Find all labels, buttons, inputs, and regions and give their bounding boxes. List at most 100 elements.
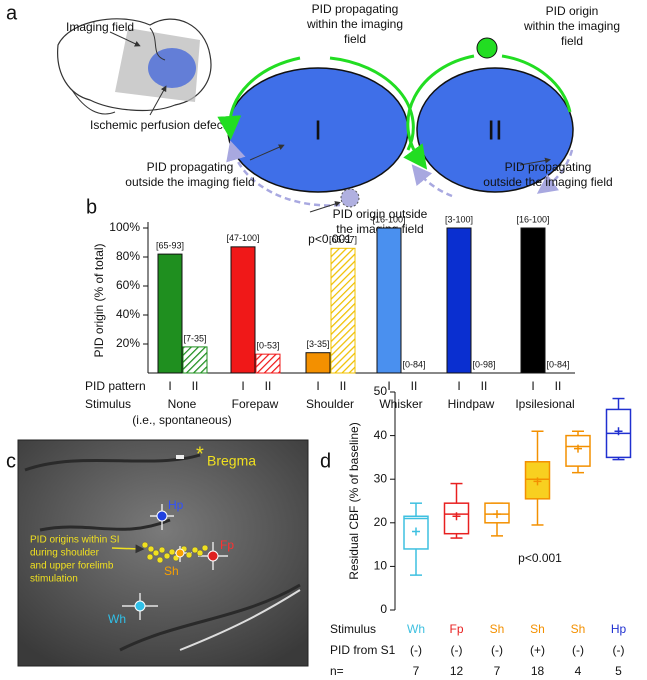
bar <box>157 253 183 374</box>
bar <box>255 353 281 374</box>
panel-label: b <box>86 196 97 218</box>
stimulus-label: Hp <box>611 622 627 636</box>
mean <box>452 512 461 521</box>
pattern-label: II <box>481 379 488 393</box>
bar <box>182 346 208 374</box>
stimulus-label: Wh <box>407 622 425 636</box>
y-tick-label: 30 <box>374 471 388 485</box>
stimulus-label: Forepaw <box>232 397 279 411</box>
panel-label: c <box>6 450 16 472</box>
origin-dots <box>141 541 209 564</box>
dashed-arrow <box>226 140 341 207</box>
y-tick-label: 0 <box>380 602 387 616</box>
ci-label: [0-84] <box>402 359 425 369</box>
stimulus-label: Sh <box>571 622 586 636</box>
n-label: 4 <box>575 664 582 678</box>
label-line: PID propagating <box>147 160 234 174</box>
label-line: field <box>561 34 583 48</box>
pattern-label: I <box>457 379 460 393</box>
n-label: 18 <box>531 664 545 678</box>
label-line: PID propagating <box>505 160 592 174</box>
ci-label: [65-97] <box>329 235 357 245</box>
pointer <box>109 31 141 47</box>
row-label: Stimulus <box>330 622 376 636</box>
row-label: PID pattern <box>85 379 146 393</box>
pointer <box>111 544 145 554</box>
panel-a: a Imaging field Ischemic perfusion defec… <box>6 2 574 213</box>
vessel <box>179 589 301 651</box>
mean <box>533 477 542 486</box>
n-label: 5 <box>615 664 622 678</box>
pattern-label: II <box>555 379 562 393</box>
pid-label: (-) <box>613 643 625 657</box>
stimulus-label: Fp <box>449 622 463 636</box>
stimulus-label: Ipsilesional <box>515 397 574 411</box>
point-label: Sh <box>164 564 179 578</box>
y-axis-label: PID origin (% of total) <box>92 243 106 357</box>
label-line: outside the imaging field <box>483 175 612 189</box>
label-line: field <box>344 32 366 46</box>
pid-label: (-) <box>572 643 584 657</box>
origin-outside <box>340 188 360 208</box>
asterisk: * <box>196 443 204 465</box>
y-axis-label: Residual CBF (% of baseline) <box>347 422 361 579</box>
pointer <box>519 157 551 166</box>
ci-label: [16-100] <box>372 214 405 224</box>
stimulus-label: Shoulder <box>306 397 354 411</box>
label-line: within the imaging <box>306 17 403 31</box>
stimulus-label: None <box>168 397 197 411</box>
pattern-label: I <box>531 379 534 393</box>
brain-detail <box>71 27 166 115</box>
point-label: Hp <box>168 498 184 512</box>
bar <box>330 247 356 374</box>
mean <box>574 444 582 453</box>
ci-label: [7-35] <box>183 333 206 343</box>
label-line: during shoulder <box>30 548 100 559</box>
bar <box>376 227 402 374</box>
n-label: 7 <box>494 664 501 678</box>
label: Imaging field <box>66 20 134 34</box>
ci-label: [0-53] <box>256 341 279 351</box>
bar <box>446 227 472 374</box>
green-arrow <box>403 54 475 170</box>
sh-mean <box>175 548 185 558</box>
bar <box>305 352 331 374</box>
y-tick-label: 50 <box>374 384 388 398</box>
pattern-label: II <box>192 379 199 393</box>
bar <box>520 227 546 374</box>
fp-mean <box>207 550 219 562</box>
ci-label: [0-84] <box>546 359 569 369</box>
label-line: outside the imaging field <box>125 175 254 189</box>
stimulus-label: Whisker <box>379 397 422 411</box>
pattern-label: I <box>316 379 319 393</box>
label-line: PID propagating <box>312 2 399 16</box>
pid-label: (-) <box>410 643 422 657</box>
mean <box>412 527 420 536</box>
pattern-label: I <box>168 379 171 393</box>
bar <box>230 246 256 374</box>
y-tick-label: 20% <box>116 336 140 350</box>
panel-label: a <box>6 2 18 24</box>
pointer <box>249 144 285 161</box>
pattern-label: II <box>411 379 418 393</box>
green-arrow <box>501 54 572 113</box>
pointer <box>149 85 167 116</box>
bregma: Bregma <box>207 453 256 469</box>
stimulus-label: Hindpaw <box>448 397 495 411</box>
y-tick-label: 40 <box>374 428 388 442</box>
n-label: 12 <box>450 664 464 678</box>
label-line: and upper forelimb <box>30 561 114 572</box>
pattern-label: I <box>387 379 390 393</box>
panel-c: c * Bregma Hp Fp Sh Wh <box>6 439 309 667</box>
y-tick-label: 40% <box>116 307 140 321</box>
label-line: within the imaging <box>523 19 620 33</box>
pid-label: (-) <box>491 643 503 657</box>
green-arrow <box>230 56 415 151</box>
y-tick-label: 10 <box>374 559 388 573</box>
stimulus-label: Sh <box>530 622 545 636</box>
wh-mean <box>134 600 146 612</box>
panel-label: d <box>320 450 331 472</box>
annotation: p<0.001 <box>518 551 562 565</box>
perfusion-defect <box>148 48 196 88</box>
